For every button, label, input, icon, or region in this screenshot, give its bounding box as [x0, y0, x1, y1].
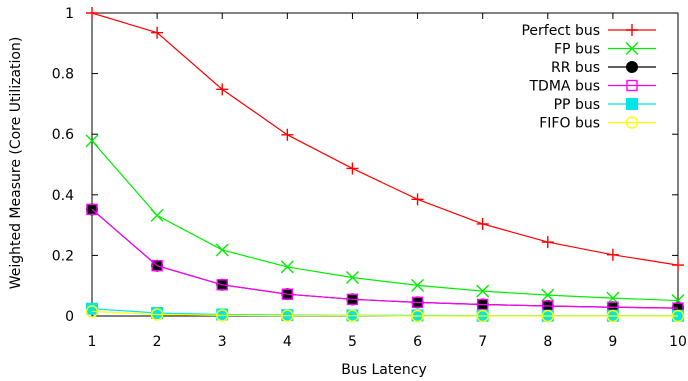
data-point — [476, 309, 489, 323]
series-fp-bus — [85, 134, 685, 308]
data-point — [476, 284, 490, 298]
data-point — [476, 298, 489, 311]
x-tick-label: 1 — [88, 334, 97, 350]
data-point — [411, 278, 425, 292]
x-tick-label: 3 — [218, 334, 227, 350]
legend-item: TDMA bus — [529, 79, 656, 95]
series-line — [91, 12, 679, 266]
y-tick-label: 0 — [65, 309, 74, 325]
plot-area — [91, 12, 679, 317]
data-point — [476, 217, 489, 230]
data-point — [216, 83, 229, 96]
legend-item: FP bus — [554, 42, 656, 58]
data-point — [411, 296, 424, 309]
data-point — [411, 193, 424, 206]
data-point — [216, 309, 229, 322]
data-point — [280, 260, 294, 274]
x-tick-label: 10 — [669, 334, 687, 350]
data-point — [86, 302, 98, 315]
data-point — [150, 208, 164, 222]
legend-marker — [625, 116, 639, 129]
legend-marker — [626, 24, 638, 36]
data-point — [86, 7, 98, 19]
legend-marker — [626, 98, 638, 110]
x-tick-label: 5 — [348, 334, 357, 350]
x-tick-label: 8 — [543, 334, 552, 350]
legend-marker — [626, 79, 638, 92]
legend-item: FIFO bus — [539, 116, 656, 132]
series-line — [91, 208, 679, 309]
data-point — [345, 271, 359, 285]
legend-marker — [626, 61, 638, 73]
data-point — [281, 288, 294, 300]
legend-label: TDMA bus — [529, 79, 601, 95]
data-point — [346, 162, 359, 175]
series-pp-bus — [86, 302, 684, 322]
series-line — [91, 310, 678, 317]
legend-label: Perfect bus — [521, 23, 600, 39]
data-point — [151, 260, 163, 272]
legend-item: PP bus — [554, 97, 656, 113]
x-tick-label: 7 — [478, 334, 487, 350]
legend-item: RR bus — [551, 60, 656, 76]
plot-border — [91, 12, 679, 317]
data-point — [281, 128, 294, 141]
series-fifo-bus — [85, 305, 685, 323]
data-point — [541, 309, 554, 323]
legend-label: RR bus — [551, 60, 600, 76]
y-tick-label: 0.2 — [52, 248, 74, 264]
x-tick-label: 2 — [153, 334, 162, 350]
y-axis-label: Weighted Measure (Core Utilization) — [8, 37, 24, 290]
legend: Perfect bus FP bus RR bus TDMA bus PP bus FIF… — [521, 23, 656, 132]
legend-label: FP bus — [554, 42, 600, 58]
legend-label: PP bus — [554, 97, 600, 113]
y-tick-label: 0.8 — [52, 67, 74, 83]
data-point — [85, 305, 99, 318]
data-point — [151, 26, 164, 39]
series-perfect-bus — [86, 7, 684, 272]
data-point — [541, 288, 555, 302]
data-point — [606, 248, 619, 261]
series-tdma-bus — [86, 203, 684, 314]
x-axis-label: Bus Latency — [341, 362, 427, 378]
series-layer — [85, 7, 685, 323]
series-line — [91, 140, 679, 302]
data-point — [215, 243, 229, 257]
data-point — [85, 134, 99, 148]
x-tick-label: 9 — [608, 334, 617, 350]
data-point — [541, 236, 554, 249]
data-point — [606, 309, 620, 323]
data-point — [150, 308, 164, 321]
data-point — [346, 309, 359, 322]
data-point — [411, 309, 424, 323]
data-point — [281, 309, 294, 322]
legend-item: Perfect bus — [521, 23, 656, 39]
legend-label: FIFO bus — [539, 116, 600, 132]
x-tick-label: 4 — [283, 334, 292, 350]
y-axis-ticks: 0 0.2 0.4 0.6 0.8 1 — [52, 6, 678, 325]
data-point — [216, 279, 228, 291]
x-tick-label: 6 — [413, 334, 422, 350]
data-point — [86, 203, 98, 216]
y-tick-label: 1 — [65, 6, 74, 22]
legend-marker — [625, 42, 639, 55]
y-tick-label: 0.6 — [52, 127, 74, 143]
data-point — [671, 309, 685, 323]
y-tick-label: 0.4 — [52, 188, 74, 204]
data-point — [346, 293, 359, 306]
series-line — [91, 208, 679, 309]
data-point — [672, 259, 684, 272]
